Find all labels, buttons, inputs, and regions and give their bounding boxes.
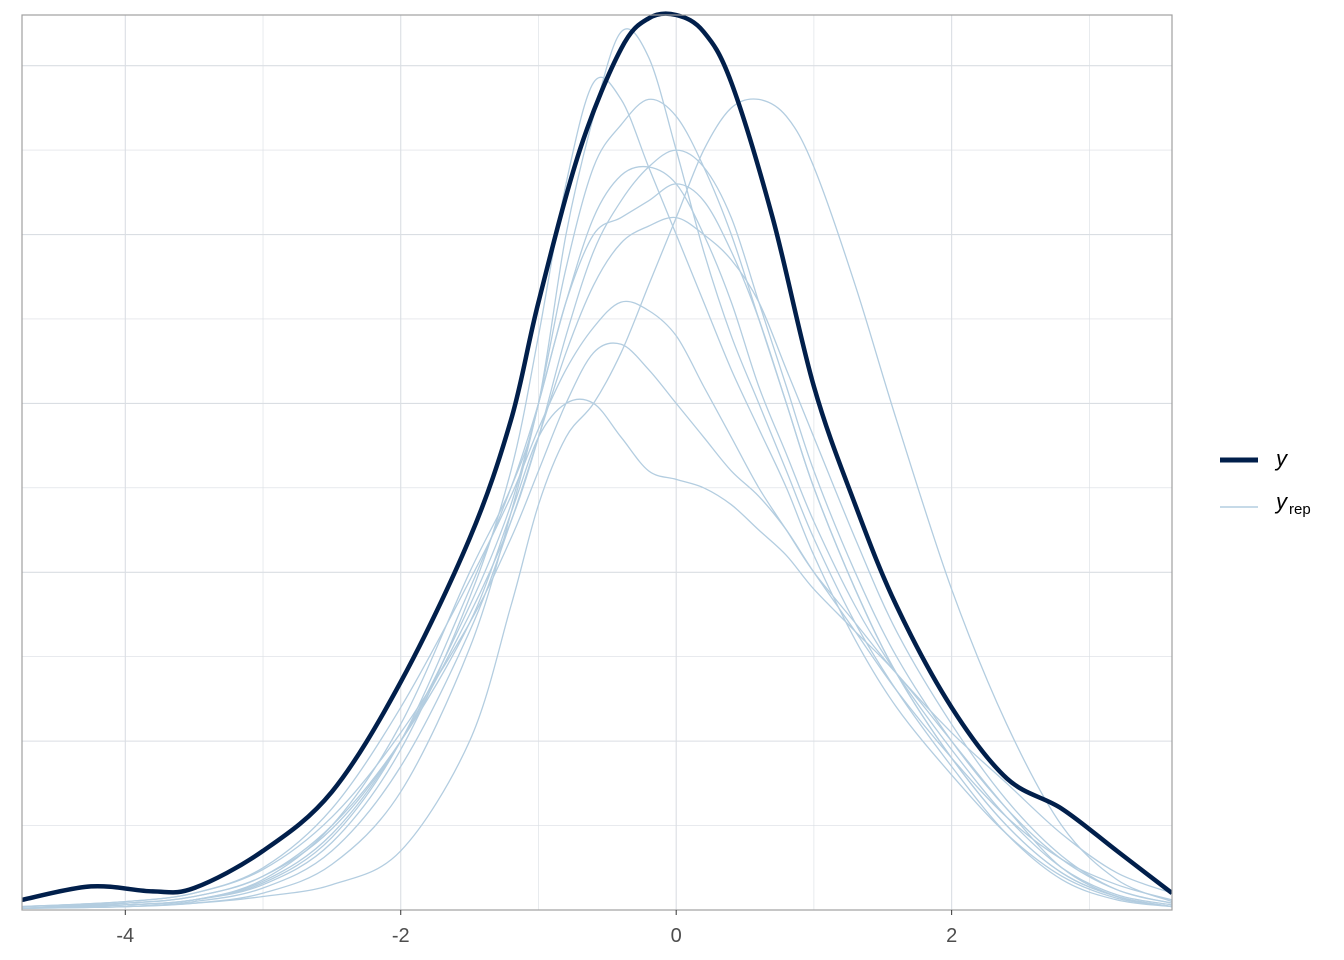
legend-label-yrep-subscript: rep (1289, 501, 1311, 518)
yrep-density-line-10 (22, 98, 1172, 909)
grid-lines (22, 15, 1172, 911)
yrep-density-line-7 (22, 300, 1172, 908)
x-axis-tick-labels: -4 -2 0 2 (116, 910, 957, 947)
x-tick-label: -4 (116, 925, 134, 947)
panel-border (21, 14, 1173, 911)
x-tick-label: 0 (671, 925, 682, 947)
yrep-density-line-5 (22, 165, 1172, 909)
yrep-density-line-9 (22, 216, 1172, 909)
legend-label-yrep: y rep (1274, 489, 1311, 518)
legend-label-y: y (1274, 446, 1289, 471)
yrep-density-line-4 (22, 149, 1172, 908)
yrep-density-line-2 (22, 28, 1172, 909)
y-density-line (22, 11, 1172, 903)
yrep-density-line-11 (22, 98, 1172, 909)
x-tick-label: -2 (392, 925, 410, 947)
yrep-density-line-3 (22, 76, 1172, 909)
legend: y y rep (1220, 446, 1311, 518)
yrep-density-line-1 (22, 398, 1172, 909)
legend-label-yrep-main: y (1274, 489, 1289, 514)
density-series (22, 11, 1172, 909)
x-tick-label: 2 (946, 925, 957, 947)
yrep-density-line-6 (22, 342, 1172, 908)
density-curves (22, 11, 1172, 909)
